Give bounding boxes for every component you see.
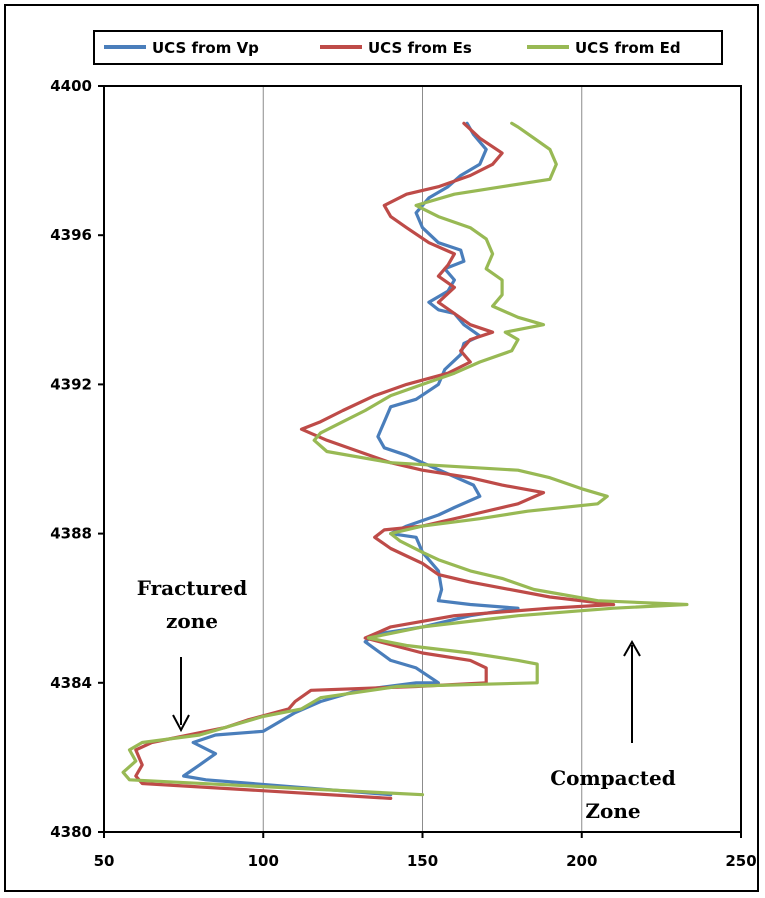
x-tick-label-100: 100	[248, 852, 279, 870]
legend: UCS from Vp UCS from Es UCS from Ed	[93, 30, 723, 65]
x-tick-label-50: 50	[94, 852, 115, 870]
axes: 50 100 150 200 250 4380 4384 4388 4392 4396 4400	[50, 77, 756, 870]
legend-label-ed: UCS from Ed	[575, 39, 681, 57]
y-tick-label-4392: 4392	[50, 375, 92, 393]
series-line-ucs-ed	[121, 121, 689, 797]
compacted-label-line2: Zone	[585, 799, 640, 823]
fractured-label-line1: Fractured	[137, 576, 248, 600]
fractured-zone-annotation: Fractured zone	[137, 576, 248, 733]
fractured-label-line2: zone	[166, 609, 218, 633]
y-tick-label-4388: 4388	[50, 525, 92, 543]
compacted-arrow-head	[623, 639, 641, 657]
grid-lines	[262, 86, 583, 832]
chart-frame	[4, 4, 759, 892]
y-tick-label-4384: 4384	[50, 674, 92, 692]
compacted-zone-annotation: Compacted Zone	[550, 639, 676, 823]
series-lines	[121, 121, 689, 801]
legend-label-es: UCS from Es	[368, 39, 472, 57]
y-tick-label-4380: 4380	[50, 823, 92, 841]
x-tick-label-150: 150	[407, 852, 438, 870]
legend-label-vp: UCS from Vp	[152, 39, 259, 57]
x-tick-label-200: 200	[566, 852, 597, 870]
x-tick-label-250: 250	[725, 852, 756, 870]
y-tick-label-4400: 4400	[50, 77, 92, 95]
fractured-arrow-head	[172, 714, 190, 733]
compacted-label-line1: Compacted	[550, 766, 676, 790]
y-tick-label-4396: 4396	[50, 226, 92, 244]
legend-box	[93, 30, 723, 65]
